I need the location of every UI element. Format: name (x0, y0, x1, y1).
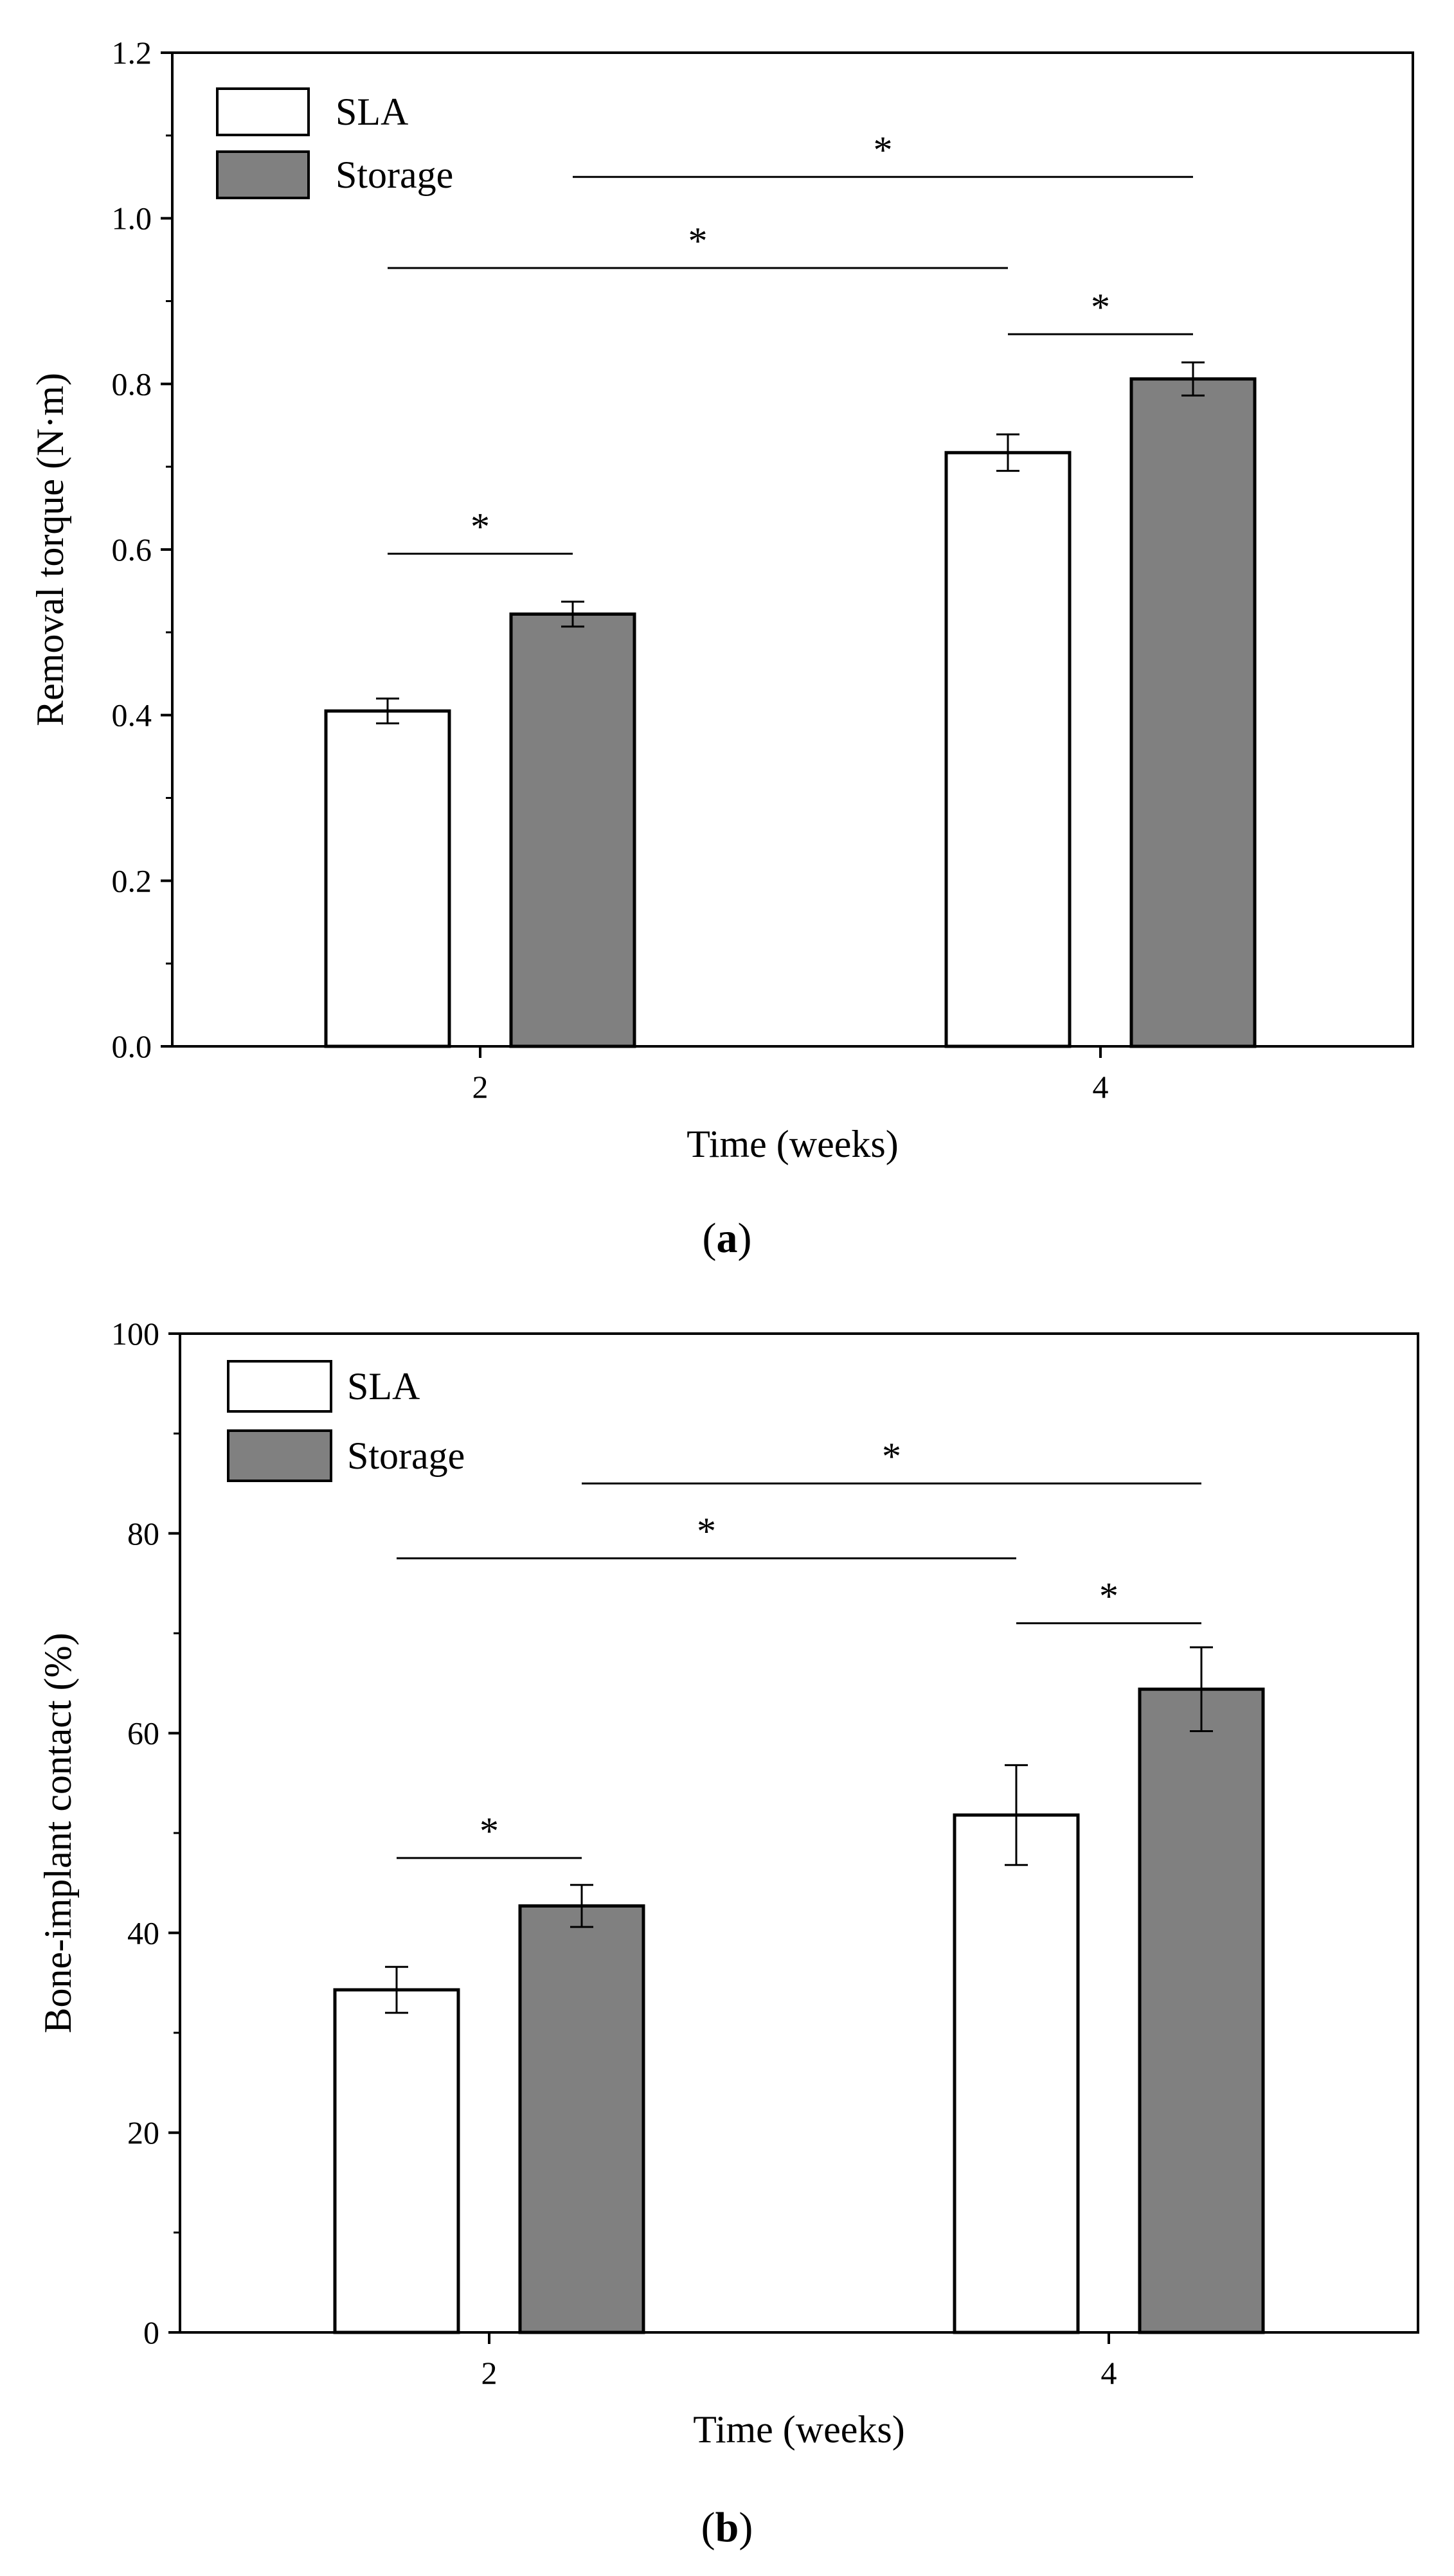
legend-label-storage: Storage (336, 154, 453, 196)
bar-storage-week-4 (1129, 377, 1257, 1048)
legend-swatch-sla (227, 1360, 332, 1413)
y-axis-label: Removal torque (N·m) (29, 373, 71, 726)
significance-marker: * (697, 1510, 716, 1553)
significance-marker: * (1091, 286, 1110, 328)
x-tick-label: 2 (472, 1069, 489, 1105)
significance-marker: * (874, 129, 893, 171)
x-axis-label: Time (weeks) (693, 2408, 904, 2451)
panel-label: (b) (701, 2504, 753, 2551)
y-tick-label: 20 (127, 2115, 159, 2151)
bar-sla-week-2 (324, 709, 451, 1048)
legend-swatch-storage (216, 150, 310, 199)
x-tick-label: 2 (481, 2355, 498, 2391)
x-axis-label: Time (weeks) (687, 1123, 898, 1165)
y-tick-label: 0 (143, 2314, 159, 2350)
y-tick-label: 60 (127, 1715, 159, 1751)
legend: SLA Storage (227, 1360, 465, 1482)
legend-label-sla: SLA (336, 91, 408, 133)
x-tick-label: 4 (1101, 2355, 1117, 2391)
bar-storage-week-2 (518, 1904, 645, 2334)
y-tick-label: 0.0 (112, 1028, 152, 1064)
bar-storage-week-2 (509, 612, 636, 1048)
significance-marker: * (688, 220, 708, 262)
significance-marker: * (882, 1435, 901, 1478)
legend-swatch-sla (216, 87, 310, 136)
bar-sla-week-4 (953, 1813, 1080, 2334)
significance-marker: * (471, 505, 490, 548)
y-tick-label: 80 (127, 1516, 159, 1552)
legend-label-storage: Storage (347, 1435, 465, 1477)
bar-storage-week-4 (1138, 1687, 1265, 2334)
legend-swatch-storage (227, 1429, 332, 1482)
y-tick-label: 0.2 (112, 863, 152, 899)
y-tick-label: 0.6 (112, 532, 152, 568)
y-tick-label: 40 (127, 1915, 159, 1951)
y-axis-label: Bone-implant contact (%) (37, 1632, 79, 2033)
y-tick-label: 100 (111, 1316, 159, 1352)
y-tick-label: 0.8 (112, 366, 152, 402)
bar-sla-week-4 (944, 451, 1072, 1048)
significance-marker: * (480, 1810, 499, 1852)
chart-panel-b: 0 20 40 60 80 100 2 4 Time (weeks) Bone-implant c… (37, 1316, 1419, 2551)
panel-label: (a) (703, 1215, 752, 1262)
y-tick-label: 1.2 (112, 35, 152, 71)
bar-sla-week-2 (333, 1988, 460, 2334)
x-tick-label: 4 (1093, 1069, 1109, 1105)
chart-panel-a: 0.0 0.2 0.4 0.6 0.8 1.0 1.2 2 4 Time (weeks) Remov… (29, 35, 1414, 1262)
y-tick-label: 0.4 (112, 697, 152, 733)
significance-marker: * (1099, 1575, 1118, 1618)
legend-label-sla: SLA (347, 1365, 420, 1408)
legend: SLA Storage (216, 87, 453, 199)
y-tick-label: 1.0 (112, 201, 152, 237)
